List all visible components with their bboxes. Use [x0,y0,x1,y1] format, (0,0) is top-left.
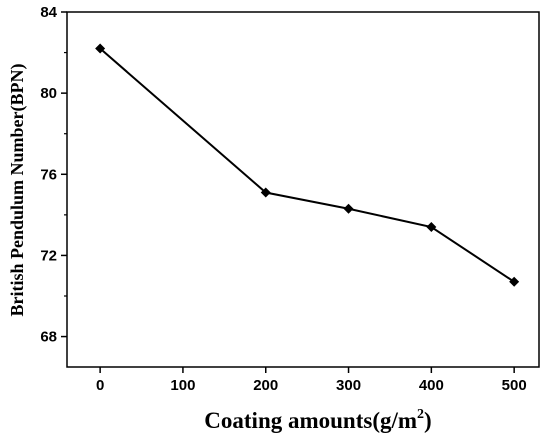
x-tick-label: 100 [170,377,195,394]
x-tick-label: 500 [502,377,527,394]
y-tick-label: 84 [40,4,57,21]
y-axis: 68 72 76 80 84 [40,4,67,346]
x-axis-title: Coating amounts(g/m2) [204,407,431,433]
data-point [95,43,106,54]
y-tick-label: 76 [40,166,57,183]
y-tick-label: 72 [40,247,57,264]
data-point [426,222,437,233]
x-tick-label: 400 [419,377,444,394]
x-tick-label: 200 [253,377,278,394]
data-point [343,203,354,214]
x-tick-label: 0 [96,377,104,394]
data-point [509,276,520,287]
plot-frame [66,11,540,368]
series-line [99,47,515,283]
y-tick-label: 80 [40,85,57,102]
series-layer [95,43,520,287]
x-axis: 0 100 200 300 400 500 [96,367,527,394]
data-point [260,187,271,198]
y-tick-label: 68 [40,329,57,346]
x-tick-label: 300 [336,377,361,394]
y-axis-title: British Pendulum Number(BPN) [7,63,28,316]
